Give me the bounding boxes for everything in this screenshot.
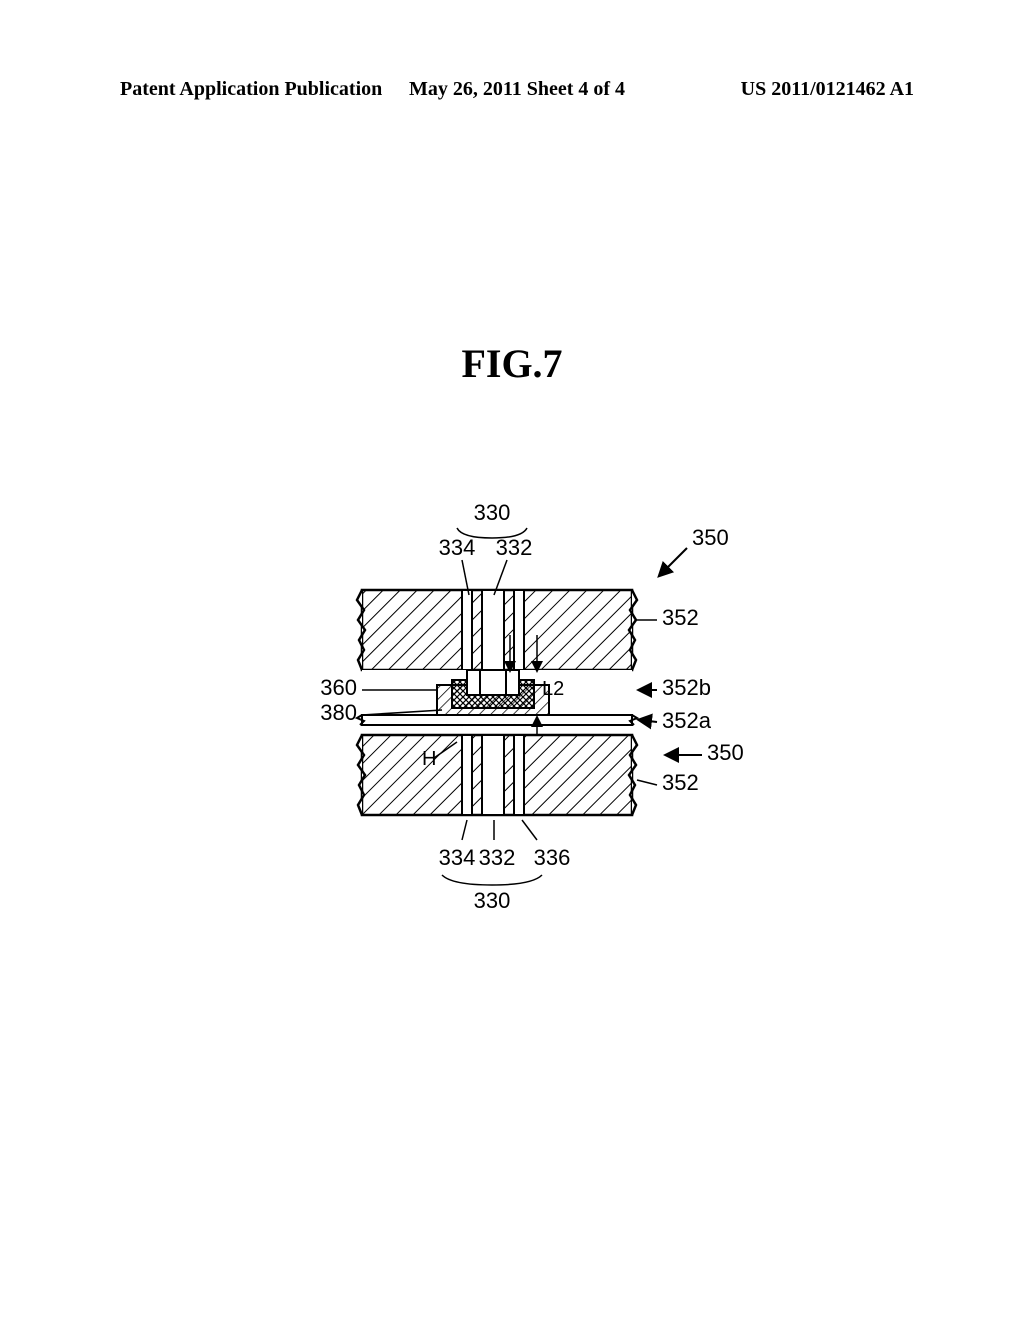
header-date-sheet: May 26, 2011 Sheet 4 of 4 <box>385 78 650 101</box>
header-publication: Patent Application Publication <box>120 78 385 101</box>
svg-text:334: 334 <box>439 535 476 560</box>
svg-text:352a: 352a <box>662 708 712 733</box>
svg-text:332: 332 <box>496 535 533 560</box>
svg-text:350: 350 <box>692 525 729 550</box>
svg-text:352b: 352b <box>662 675 711 700</box>
figure-label: FIG.7 <box>461 340 562 387</box>
svg-text:330: 330 <box>474 888 511 913</box>
svg-text:H: H <box>422 748 436 770</box>
svg-text:352: 352 <box>662 605 699 630</box>
svg-text:350: 350 <box>707 740 744 765</box>
svg-text:380: 380 <box>320 700 357 725</box>
svg-text:352: 352 <box>662 770 699 795</box>
technical-figure: 330 334 332 350 352 352b 352a 350 352 36… <box>262 490 762 940</box>
page-header: Patent Application Publication May 26, 2… <box>0 78 1024 101</box>
header-pub-number: US 2011/0121462 A1 <box>649 78 914 101</box>
svg-text:L2: L2 <box>542 678 564 700</box>
svg-text:360: 360 <box>320 675 357 700</box>
svg-text:334: 334 <box>439 845 476 870</box>
svg-text:332: 332 <box>479 845 516 870</box>
svg-text:336: 336 <box>534 845 571 870</box>
svg-text:330: 330 <box>474 500 511 525</box>
